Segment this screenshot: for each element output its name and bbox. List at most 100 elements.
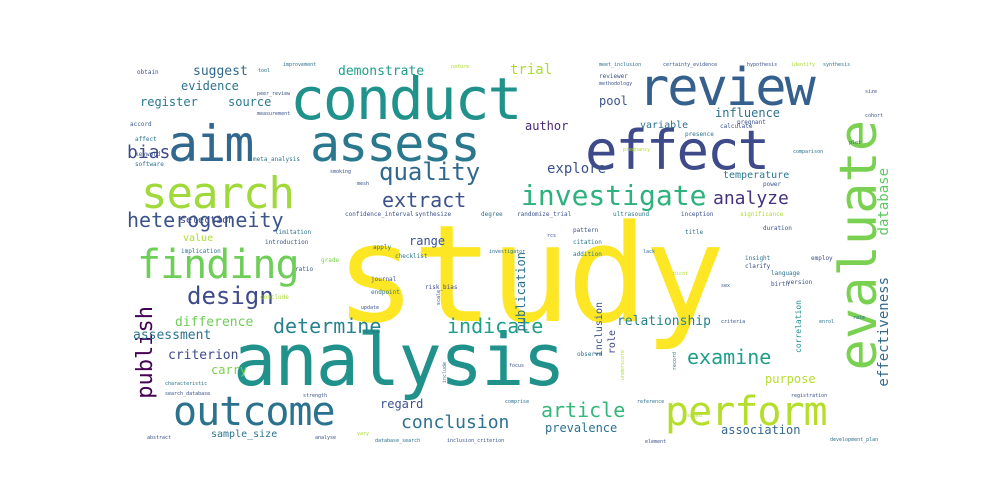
cloud-word: criteria (721, 319, 746, 325)
cloud-word: record (672, 352, 678, 371)
cloud-word: publish (133, 306, 158, 399)
cloud-word: keyword (135, 151, 161, 158)
cloud-word: reference (637, 399, 665, 405)
cloud-word: search (141, 168, 295, 219)
cloud-word: speed (687, 413, 703, 419)
cloud-word: element (645, 439, 667, 445)
cloud-word: source (228, 95, 272, 109)
cloud-word: review (638, 62, 816, 118)
cloud-word: randomize_trial (517, 211, 572, 218)
cloud-word: aim (168, 115, 254, 173)
cloud-word: indicate (447, 314, 544, 338)
cloud-word: registration (791, 393, 828, 399)
cloud-word: picot (673, 271, 689, 277)
cloud-word: degree (481, 211, 503, 218)
cloud-word: scale (436, 290, 442, 306)
cloud-word: employ (811, 255, 833, 262)
cloud-word: database_search (375, 438, 421, 444)
cloud-word: smoking (330, 169, 352, 175)
cloud-word: presence (685, 131, 714, 138)
cloud-word: association (721, 423, 801, 437)
cloud-word: quality (379, 158, 481, 186)
cloud-word: analyse (315, 435, 337, 441)
cloud-word: inception (681, 211, 714, 218)
cloud-word: explore (547, 161, 607, 177)
cloud-word: criterion (168, 348, 239, 363)
cloud-word: apply (373, 244, 392, 251)
cloud-word: mesh (357, 181, 370, 187)
cloud-word: rcs (547, 233, 557, 239)
cloud-word: conclude (260, 294, 289, 301)
cloud-word: duration (763, 225, 792, 232)
cloud-word: conclusion (401, 412, 510, 433)
cloud-word: plot (849, 140, 862, 146)
cloud-word: peer_review (257, 91, 291, 97)
cloud-word: implication (181, 248, 221, 255)
cloud-word: synthesis (823, 62, 851, 68)
cloud-word: determine (273, 314, 382, 338)
cloud-word: cohort (865, 113, 884, 119)
cloud-word: bias (127, 142, 171, 163)
cloud-word: relationship (617, 314, 711, 329)
cloud-word: update (361, 305, 380, 311)
cloud-word: search_database (165, 391, 211, 397)
cloud-word: suggest (193, 64, 248, 79)
cloud-word: sample_size (211, 429, 278, 440)
cloud-word: outcome (173, 389, 336, 435)
cloud-word: insight (745, 255, 771, 262)
cloud-word: heterogeneity (127, 208, 284, 232)
cloud-word: effectiveness (876, 277, 892, 387)
cloud-word: value (183, 233, 214, 244)
cloud-word: design (187, 282, 274, 310)
cloud-word: analysis (233, 318, 566, 402)
cloud-word: citation (573, 239, 602, 246)
cloud-word: ratio (295, 266, 314, 273)
cloud-word: endpoint (371, 289, 400, 296)
cloud-word: power (763, 181, 782, 188)
cloud-word: affect (135, 136, 157, 143)
cloud-word: measurement (257, 111, 291, 117)
cloud-word: improvement (283, 62, 317, 68)
cloud-word: identify (791, 62, 816, 68)
cloud-word: regard (380, 397, 424, 411)
cloud-word: inclusion_criterion (447, 438, 505, 444)
cloud-word: addition (573, 251, 602, 258)
cloud-word: conduct (290, 65, 522, 133)
cloud-word: investigate (521, 179, 707, 212)
cloud-word: nature (451, 64, 470, 70)
cloud-word: assess (310, 115, 481, 173)
cloud-word: rate (853, 315, 866, 321)
cloud-word: selection (180, 215, 235, 226)
cloud-word: synthesize (415, 211, 452, 218)
cloud-word: purpose (765, 372, 816, 386)
cloud-word: abstract (147, 435, 172, 441)
cloud-word: calculate (720, 123, 753, 130)
cloud-word: focus (509, 363, 525, 369)
cloud-word: investigator (489, 249, 526, 255)
cloud-word: range (409, 234, 446, 248)
cloud-word: methodology (599, 81, 633, 87)
cloud-word: effect (585, 119, 770, 182)
cloud-word: accord (130, 121, 152, 128)
cloud-word: ultrasound (613, 211, 650, 218)
cloud-word: checklist (395, 253, 428, 260)
cloud-word: tool (258, 68, 271, 74)
cloud-word: grade (321, 257, 340, 264)
cloud-word: demonstrate (338, 64, 425, 79)
cloud-word: difference (175, 315, 254, 330)
cloud-word: meta_analysis (253, 156, 300, 163)
cloud-word: comprise (505, 399, 530, 405)
cloud-word: perform (665, 389, 828, 435)
cloud-word: carry (211, 363, 248, 377)
cloud-word: correlation (794, 300, 803, 353)
cloud-word: version (787, 279, 813, 286)
cloud-word: prevalence (545, 421, 618, 435)
cloud-word: examine (687, 345, 772, 369)
cloud-word: sex (721, 283, 731, 289)
cloud-word: analyze (713, 188, 789, 209)
cloud-word: trial (510, 62, 553, 78)
cloud-word: lack (643, 249, 656, 255)
cloud-word: language (771, 270, 800, 277)
cloud-word: article (541, 398, 626, 422)
cloud-word: significance (740, 211, 784, 218)
